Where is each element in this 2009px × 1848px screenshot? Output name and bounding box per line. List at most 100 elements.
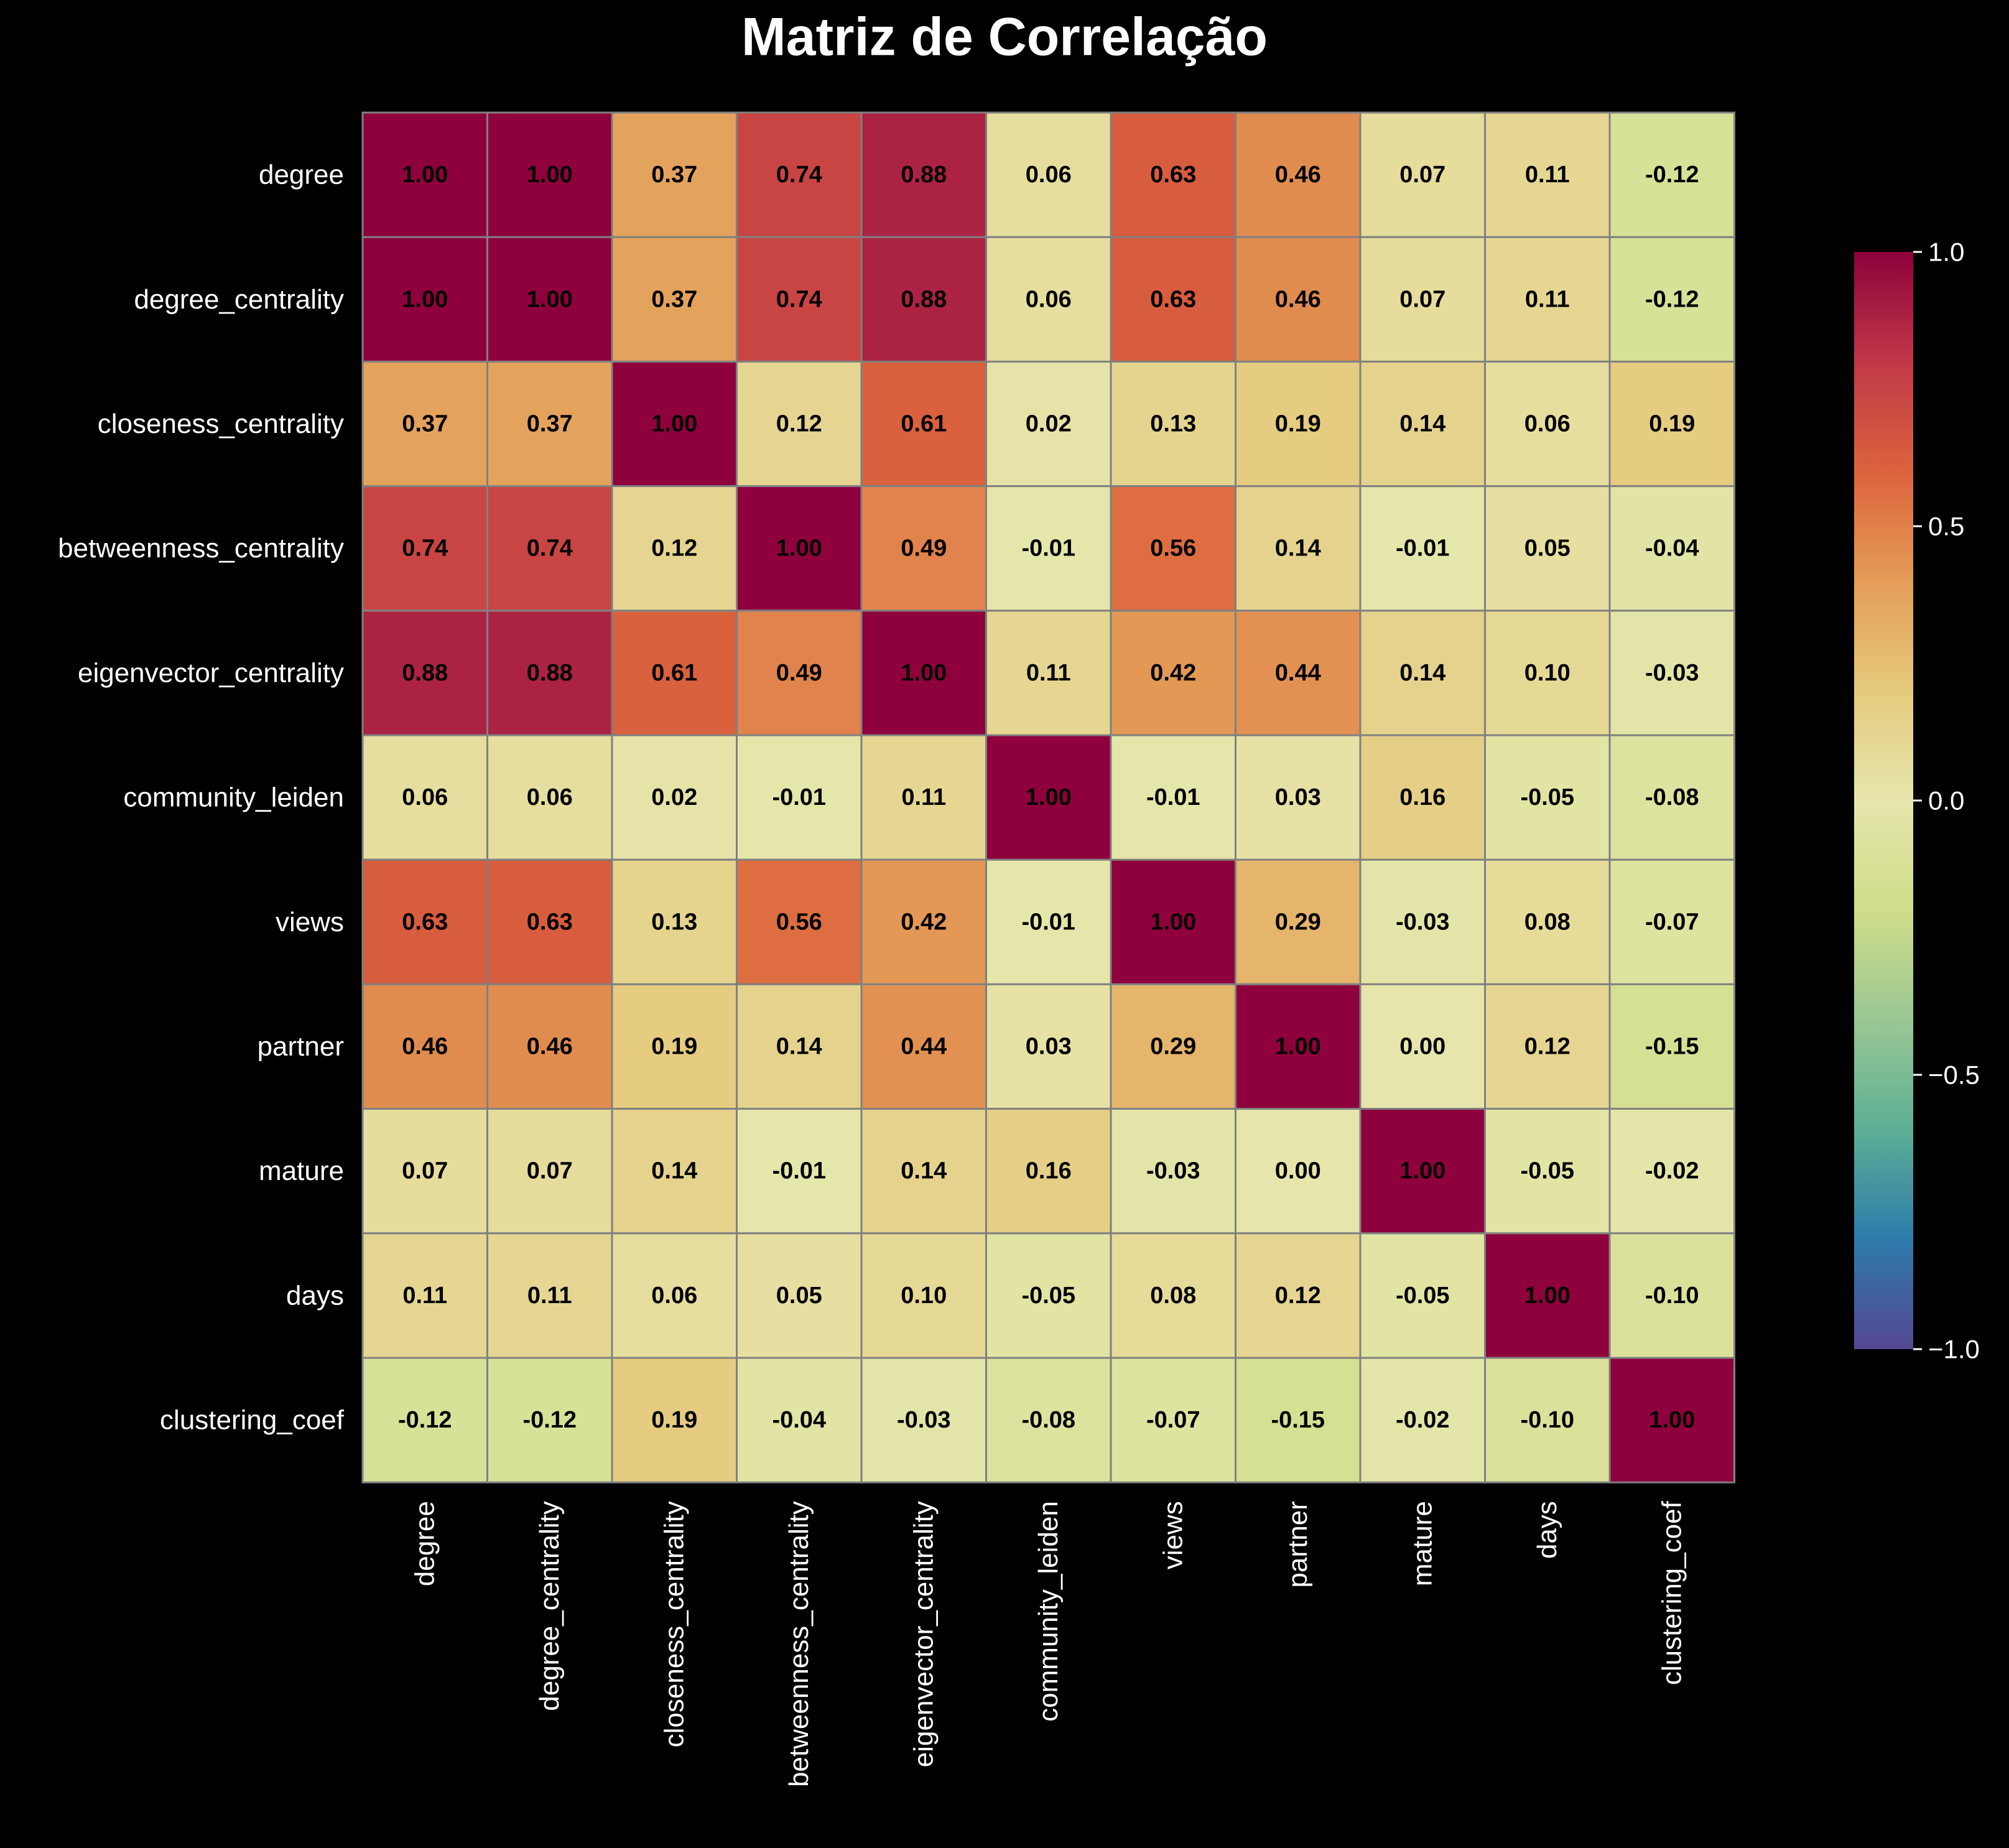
heatmap-cell bbox=[1608, 858, 1735, 985]
heatmap-cell bbox=[486, 983, 613, 1110]
colorbar-tick-label: 0.5 bbox=[1928, 512, 1964, 541]
heatmap-cell bbox=[361, 236, 488, 363]
heatmap-cell-value: 0.00 bbox=[1399, 1034, 1445, 1060]
heatmap-cell bbox=[736, 610, 863, 736]
heatmap-cell-value: -0.12 bbox=[1645, 162, 1699, 188]
heatmap-cell bbox=[1484, 610, 1611, 736]
heatmap-cell bbox=[860, 236, 987, 363]
heatmap-cell bbox=[985, 1108, 1112, 1235]
heatmap-cell bbox=[736, 485, 863, 612]
heatmap-cell bbox=[1359, 734, 1486, 861]
heatmap-cell bbox=[1484, 1108, 1611, 1235]
heatmap-cell-value: 0.00 bbox=[1275, 1158, 1321, 1184]
heatmap-cell-value: -0.12 bbox=[522, 1407, 577, 1433]
heatmap-cell-value: 0.12 bbox=[1275, 1283, 1321, 1309]
heatmap-cell-value: 0.56 bbox=[776, 909, 822, 935]
colorbar-tick-label: 0.0 bbox=[1928, 786, 1964, 815]
heatmap-cell-value: -0.07 bbox=[1146, 1407, 1200, 1433]
heatmap-cell-value: 0.07 bbox=[527, 1158, 573, 1184]
heatmap-cell-value: 0.61 bbox=[651, 660, 697, 686]
heatmap-cell-value: -0.05 bbox=[1021, 1283, 1075, 1309]
heatmap-cell-value: 0.63 bbox=[1150, 286, 1196, 312]
heatmap-cell-value: -0.04 bbox=[772, 1407, 826, 1433]
heatmap-cell-value: 0.10 bbox=[1524, 660, 1571, 686]
heatmap-cell-value: 0.11 bbox=[1026, 660, 1071, 686]
heatmap-cell bbox=[1608, 610, 1735, 736]
heatmap-cell-value: 0.06 bbox=[402, 784, 448, 810]
heatmap-cell-value: 0.07 bbox=[1399, 162, 1445, 188]
heatmap-cell bbox=[1359, 1108, 1486, 1235]
heatmap-cell bbox=[860, 610, 987, 736]
heatmap-cell-value: -0.01 bbox=[772, 1158, 826, 1184]
heatmap-cell bbox=[860, 485, 987, 612]
heatmap-cell-value: 0.19 bbox=[651, 1407, 697, 1433]
x-axis-tick-labels: degree degree_centrality closeness_central… bbox=[410, 1500, 1687, 1787]
heatmap-cell bbox=[361, 610, 488, 736]
heatmap-cell bbox=[361, 1232, 488, 1359]
heatmap-cell-value: 0.03 bbox=[1026, 1034, 1072, 1060]
heatmap-cell bbox=[985, 610, 1112, 736]
heatmap-cell-value: 0.42 bbox=[901, 909, 947, 935]
heatmap-cell-value: -0.05 bbox=[1396, 1283, 1450, 1309]
heatmap-cell-value: 1.00 bbox=[1150, 909, 1196, 935]
heatmap-cell bbox=[1359, 485, 1486, 612]
heatmap-cell bbox=[1608, 485, 1735, 612]
heatmap-cell-value: 0.29 bbox=[1275, 909, 1321, 935]
heatmap-cell-value: 0.05 bbox=[776, 1283, 822, 1309]
heatmap-cell-value: 0.74 bbox=[402, 536, 448, 562]
heatmap-cell bbox=[1608, 111, 1735, 238]
heatmap-cell bbox=[611, 485, 738, 612]
heatmap-cell bbox=[1235, 1108, 1362, 1235]
heatmap-cell bbox=[1608, 734, 1735, 861]
heatmap-cell-value: -0.15 bbox=[1645, 1034, 1699, 1060]
heatmap-cell bbox=[361, 111, 488, 238]
heatmap-cell bbox=[1235, 111, 1362, 238]
heatmap-cell-value: -0.03 bbox=[1396, 909, 1450, 935]
y-tick-label: clustering_coef bbox=[160, 1405, 345, 1436]
heatmap-cell-value: -0.02 bbox=[1396, 1407, 1450, 1433]
heatmap-cell-value: -0.05 bbox=[1520, 784, 1574, 810]
heatmap-cell bbox=[1484, 485, 1611, 612]
heatmap-cell-value: 0.14 bbox=[1275, 536, 1321, 562]
heatmap-cell-value: 0.14 bbox=[651, 1158, 697, 1184]
heatmap-cell-value: 0.49 bbox=[901, 536, 947, 562]
heatmap-cell bbox=[611, 1108, 738, 1235]
y-tick-label: degree bbox=[259, 160, 344, 190]
heatmap-cell-value: 0.11 bbox=[1525, 286, 1570, 312]
heatmap-cell bbox=[1608, 1108, 1735, 1235]
x-tick-label: betweenness_centrality bbox=[784, 1501, 814, 1787]
heatmap-cell bbox=[1484, 858, 1611, 985]
heatmap-cell bbox=[860, 1357, 987, 1484]
heatmap-cell bbox=[361, 1108, 488, 1235]
heatmap-cell bbox=[985, 236, 1112, 363]
heatmap-cell-value: 0.61 bbox=[901, 411, 947, 437]
heatmap-cell-value: 1.00 bbox=[1649, 1407, 1695, 1433]
heatmap-cell-value: 0.74 bbox=[527, 536, 573, 562]
y-tick-label: eigenvector_centrality bbox=[78, 657, 344, 688]
heatmap-cell bbox=[611, 1232, 738, 1359]
heatmap-cell-value: 1.00 bbox=[651, 411, 697, 437]
y-tick-label: partner bbox=[258, 1031, 344, 1062]
heatmap-cell bbox=[361, 858, 488, 985]
heatmap-cell-value: 0.06 bbox=[1026, 286, 1072, 312]
heatmap-cell bbox=[1110, 983, 1236, 1110]
heatmap-cell-value: 0.11 bbox=[901, 784, 946, 810]
heatmap-cells bbox=[361, 111, 1735, 1484]
heatmap-cell-value: -0.01 bbox=[1021, 536, 1075, 562]
heatmap-cell-value: 0.06 bbox=[651, 1283, 697, 1309]
heatmap-cell bbox=[1608, 236, 1735, 363]
heatmap-cell bbox=[736, 983, 863, 1110]
heatmap-cell bbox=[1484, 983, 1611, 1110]
heatmap-cell-value: 0.19 bbox=[1649, 411, 1695, 437]
heatmap-cell bbox=[1110, 1108, 1236, 1235]
heatmap-cell-value: 0.46 bbox=[1275, 286, 1321, 312]
heatmap-cell bbox=[1235, 1232, 1362, 1359]
heatmap-cell bbox=[1359, 610, 1486, 736]
heatmap-cell bbox=[1608, 1357, 1735, 1484]
heatmap-cell bbox=[1359, 1357, 1486, 1484]
heatmap-cell-value: 0.06 bbox=[1026, 162, 1072, 188]
heatmap-cell-value: 0.14 bbox=[776, 1034, 822, 1060]
y-tick-label: mature bbox=[259, 1156, 344, 1186]
x-tick-label: degree_centrality bbox=[534, 1501, 565, 1711]
heatmap-cell-value: 1.00 bbox=[1399, 1158, 1445, 1184]
